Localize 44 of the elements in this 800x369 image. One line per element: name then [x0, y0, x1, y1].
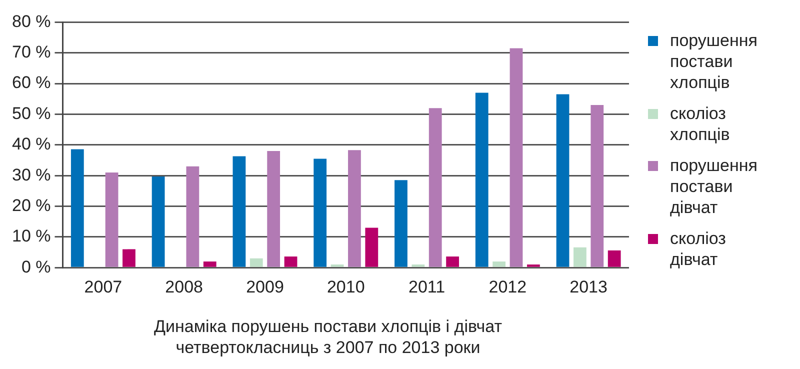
bar: [122, 249, 136, 267]
y-tick-label: 60 %: [12, 73, 51, 92]
bar: [365, 228, 378, 267]
bar: [203, 261, 216, 267]
bar: [105, 172, 118, 267]
bar: [608, 250, 621, 267]
legend-label: порушення постави хлопців: [670, 30, 758, 93]
bar: [510, 48, 523, 267]
legend-label: порушення постави дівчат: [670, 155, 758, 218]
bar: [394, 180, 408, 267]
y-tick-label: 10 %: [12, 226, 51, 246]
x-tick-label: 2013: [570, 277, 608, 296]
bar: [267, 151, 280, 267]
legend-label: сколіоз дівчат: [670, 228, 727, 270]
bar: [284, 256, 298, 267]
bar: [348, 150, 361, 267]
y-tick-label: 70 %: [12, 42, 51, 62]
y-tick-label: 20 %: [12, 196, 51, 215]
x-tick-label: 2009: [246, 277, 284, 296]
y-tick-label: 80 %: [12, 12, 51, 31]
text: Динаміка порушень постави хлопців і дівчат четвертокласниць з 2007 по 2013 роки: [153, 316, 503, 358]
bar: [186, 166, 200, 267]
x-tick-label: 2012: [488, 277, 527, 296]
bar: [152, 176, 165, 267]
bar: [590, 105, 604, 267]
bar: [250, 258, 263, 267]
bar: [574, 247, 586, 267]
bar: [314, 158, 327, 267]
y-tick-label: 30 %: [12, 165, 51, 184]
bar: [446, 256, 459, 267]
bar: [428, 108, 442, 267]
x-tick-label: 2007: [84, 277, 122, 296]
bar: [492, 261, 506, 267]
x-tick-label: 2008: [165, 277, 203, 296]
x-tick-label: 2010: [326, 277, 365, 296]
legend-label: сколіоз хлопців: [670, 103, 731, 145]
bar: [556, 94, 570, 267]
y-tick-label: 0 %: [21, 257, 51, 276]
x-tick-label: 2011: [408, 277, 446, 296]
bar: [70, 149, 84, 267]
bar: [475, 92, 488, 267]
y-tick-label: 40 %: [12, 134, 51, 154]
y-tick-label: 50 %: [12, 104, 51, 123]
bar: [232, 156, 246, 267]
